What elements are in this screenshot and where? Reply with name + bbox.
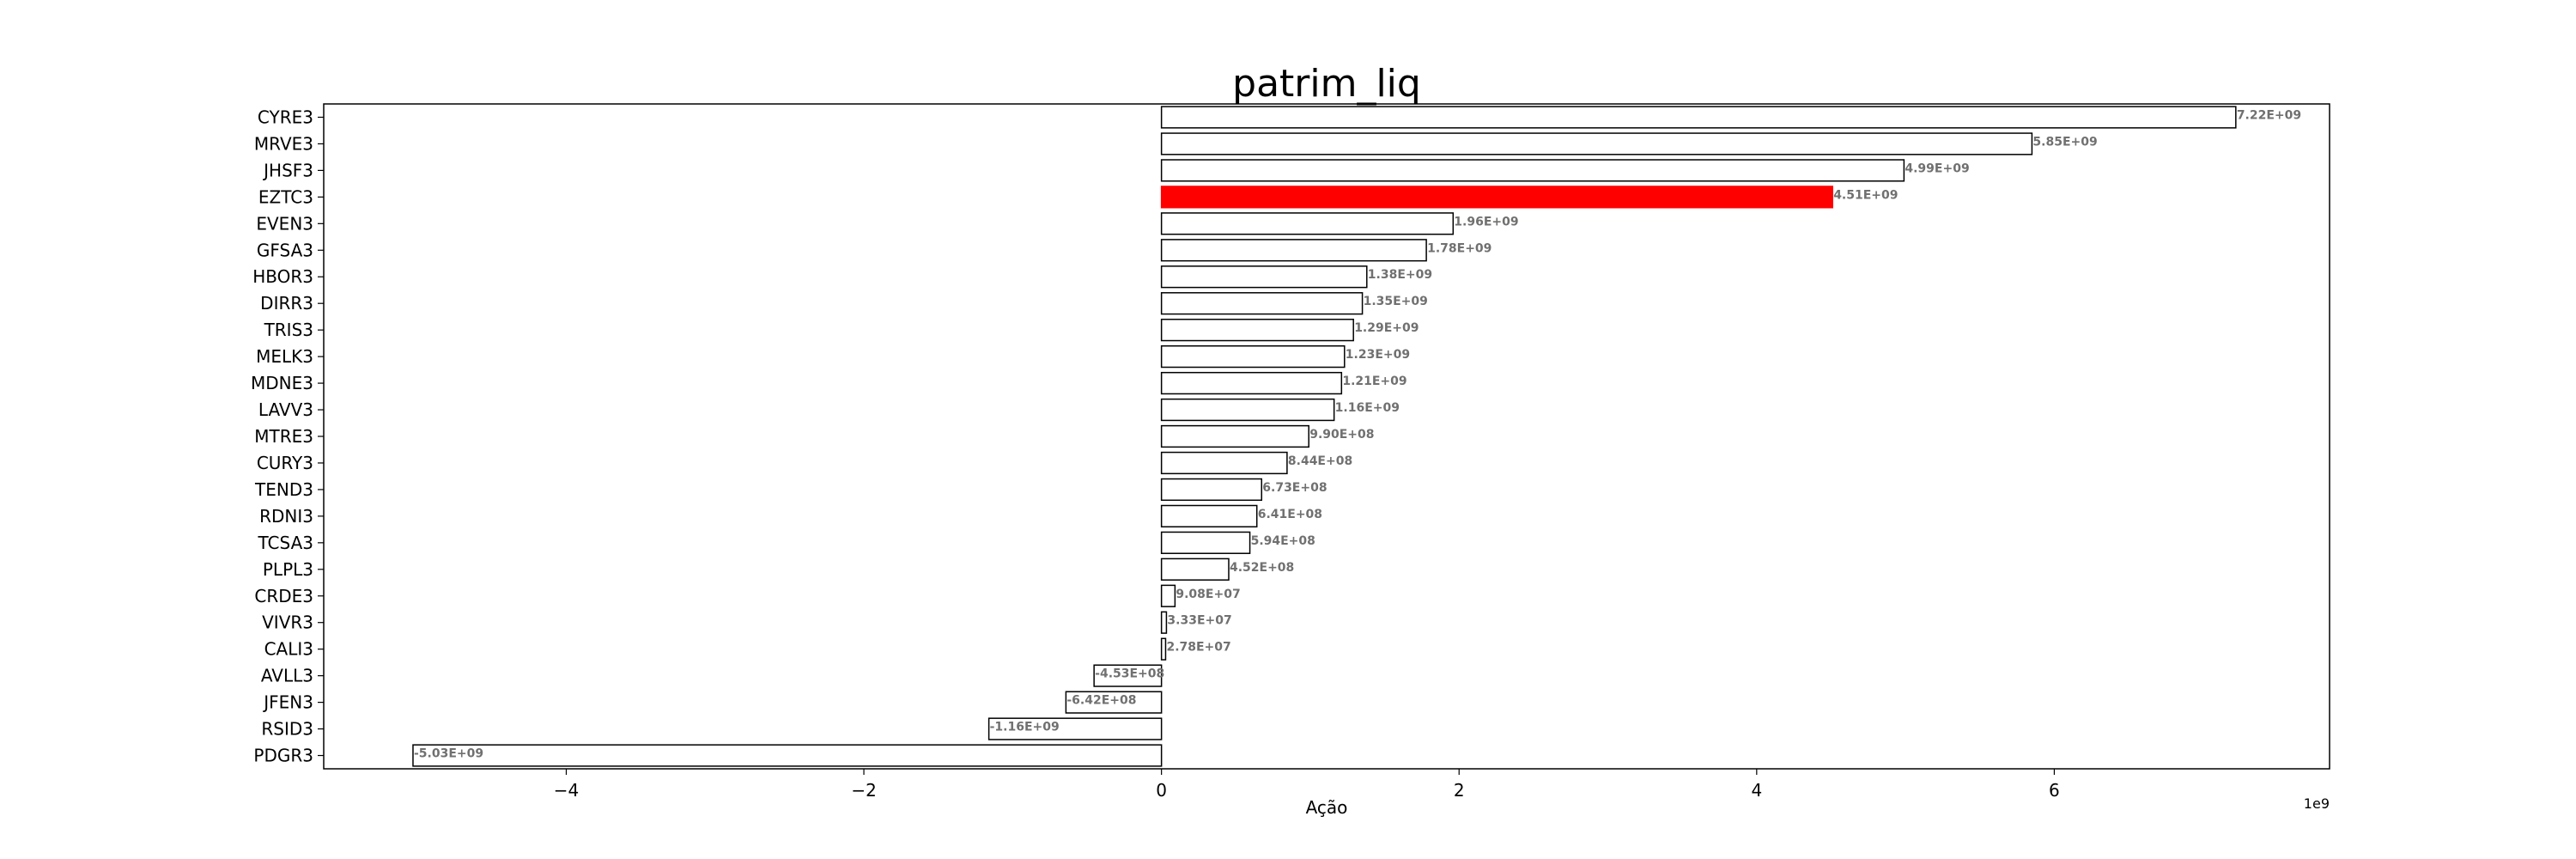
y-tick-label-jfen3: JFEN3 xyxy=(262,692,313,713)
data-label-eztc3: 4.51E+09 xyxy=(1833,188,1898,202)
data-label-vivr3: 3.33E+07 xyxy=(1167,614,1231,628)
data-label-even3: 1.96E+09 xyxy=(1454,215,1518,228)
y-tick-label-cyre3: CYRE3 xyxy=(258,107,313,127)
x-tick-label: −4 xyxy=(554,780,579,801)
y-tick-label-crde3: CRDE3 xyxy=(254,586,313,606)
bar-avll3 xyxy=(1093,664,1163,687)
y-tick-labels: CYRE3 MRVE3 JHSF3 EZTC3 EVEN3 GFSA3 HBOR3 DIRR3… xyxy=(251,107,324,766)
y-tick-label-cali3: CALI3 xyxy=(264,639,313,660)
data-label-avll3: -4.53E+08 xyxy=(1095,667,1164,681)
y-tick-label-tcsa3: TCSA3 xyxy=(258,533,313,553)
data-label-rsid3: -1.16E+09 xyxy=(990,721,1060,734)
x-axis-offset-label: 1e9 xyxy=(2304,795,2330,812)
y-tick-label-melk3: MELK3 xyxy=(256,346,313,367)
y-tick-label-tris3: TRIS3 xyxy=(264,320,313,340)
x-tick-label: 2 xyxy=(1454,780,1465,801)
bar-rsid3 xyxy=(987,717,1163,740)
y-tick-label-rsid3: RSID3 xyxy=(261,719,313,740)
y-tick-label-tend3: TEND3 xyxy=(254,479,313,500)
bar-gfsa3 xyxy=(1160,239,1427,262)
data-label-cali3: 2.78E+07 xyxy=(1166,641,1230,655)
bar-even3 xyxy=(1160,212,1455,235)
bar-hbor3 xyxy=(1160,265,1368,289)
y-tick-label-gfsa3: GFSA3 xyxy=(257,240,313,260)
data-label-jhsf3: 4.99E+09 xyxy=(1905,161,1969,175)
data-label-tcsa3: 5.94E+08 xyxy=(1251,534,1315,548)
bar-jfen3 xyxy=(1065,691,1163,714)
data-label-cyre3: 7.22E+09 xyxy=(2237,108,2301,122)
y-tick-label-plpl3: PLPL3 xyxy=(263,559,313,580)
plot-frame xyxy=(323,103,2330,770)
bar-rdni3 xyxy=(1160,504,1258,528)
x-axis: −4 −2 0 2 4 6 xyxy=(554,769,2060,801)
y-tick-label-avll3: AVLL3 xyxy=(261,666,313,686)
x-axis-title: Ação xyxy=(1306,797,1348,818)
x-tick-label: 6 xyxy=(2049,780,2060,801)
data-label-cury3: 8.44E+08 xyxy=(1288,454,1352,468)
bar-tend3 xyxy=(1160,478,1263,502)
bar-melk3 xyxy=(1160,344,1346,369)
y-tick-label-pdgr3: PDGR3 xyxy=(253,746,313,766)
bar-vivr3 xyxy=(1160,611,1168,634)
x-tick-label: −2 xyxy=(851,780,876,801)
bar-mrve3 xyxy=(1160,132,2033,155)
bar-mdne3 xyxy=(1160,371,1343,395)
x-tick-label: 0 xyxy=(1156,780,1167,801)
y-tick-label-mdne3: MDNE3 xyxy=(251,373,313,393)
data-label-jfen3: -6.42E+08 xyxy=(1066,694,1136,708)
chart-title: patrim_liq xyxy=(1232,62,1421,106)
bar-cury3 xyxy=(1160,451,1288,475)
y-tick-label-eztc3: EZTC3 xyxy=(258,186,313,207)
bar-eztc3 xyxy=(1160,186,1833,209)
x-tick-label: 4 xyxy=(1751,780,1762,801)
bar-tcsa3 xyxy=(1160,531,1251,554)
data-label-gfsa3: 1.78E+09 xyxy=(1427,241,1492,255)
bar-tris3 xyxy=(1160,319,1354,342)
data-label-dirr3: 1.35E+09 xyxy=(1364,295,1428,308)
y-tick-label-mrve3: MRVE3 xyxy=(254,133,313,154)
y-tick-label-vivr3: VIVR3 xyxy=(262,612,313,633)
y-tick-label-cury3: CURY3 xyxy=(257,453,313,473)
data-label-rdni3: 6.41E+08 xyxy=(1258,508,1322,521)
y-tick-label-even3: EVEN3 xyxy=(256,213,313,234)
bar-crde3 xyxy=(1160,584,1176,607)
y-tick-label-rdni3: RDNI3 xyxy=(259,506,313,527)
data-label-tris3: 1.29E+09 xyxy=(1354,321,1419,335)
data-label-mdne3: 1.21E+09 xyxy=(1342,375,1406,388)
data-label-tend3: 6.73E+08 xyxy=(1262,481,1327,495)
data-label-lavv3: 1.16E+09 xyxy=(1335,401,1400,415)
bars-group: 7.22E+09 5.85E+09 4.99E+09 4.51E+09 1.96E+09… xyxy=(412,106,2301,767)
bar-mtre3 xyxy=(1160,424,1309,448)
bar-cali3 xyxy=(1160,637,1167,661)
y-tick-label-hbor3: HBOR3 xyxy=(252,266,313,287)
y-tick-label-mtre3: MTRE3 xyxy=(254,426,313,447)
data-label-melk3: 1.23E+09 xyxy=(1346,348,1410,362)
data-label-mrve3: 5.85E+09 xyxy=(2032,135,2097,149)
data-label-pdgr3: -5.03E+09 xyxy=(414,747,483,761)
bar-cyre3 xyxy=(1160,106,2237,129)
data-label-hbor3: 1.38E+09 xyxy=(1368,268,1432,282)
bar-jhsf3 xyxy=(1160,159,1905,182)
bar-lavv3 xyxy=(1160,398,1335,422)
data-label-mtre3: 9.90E+08 xyxy=(1309,428,1374,442)
bar-plpl3 xyxy=(1160,557,1230,581)
y-tick-label-dirr3: DIRR3 xyxy=(260,293,313,314)
data-label-plpl3: 4.52E+08 xyxy=(1230,561,1294,575)
bar-pdgr3 xyxy=(412,744,1163,767)
bar-dirr3 xyxy=(1160,292,1364,315)
y-tick-label-lavv3: LAVV3 xyxy=(258,399,313,420)
data-label-crde3: 9.08E+07 xyxy=(1176,588,1240,601)
y-tick-label-jhsf3: JHSF3 xyxy=(262,160,313,180)
